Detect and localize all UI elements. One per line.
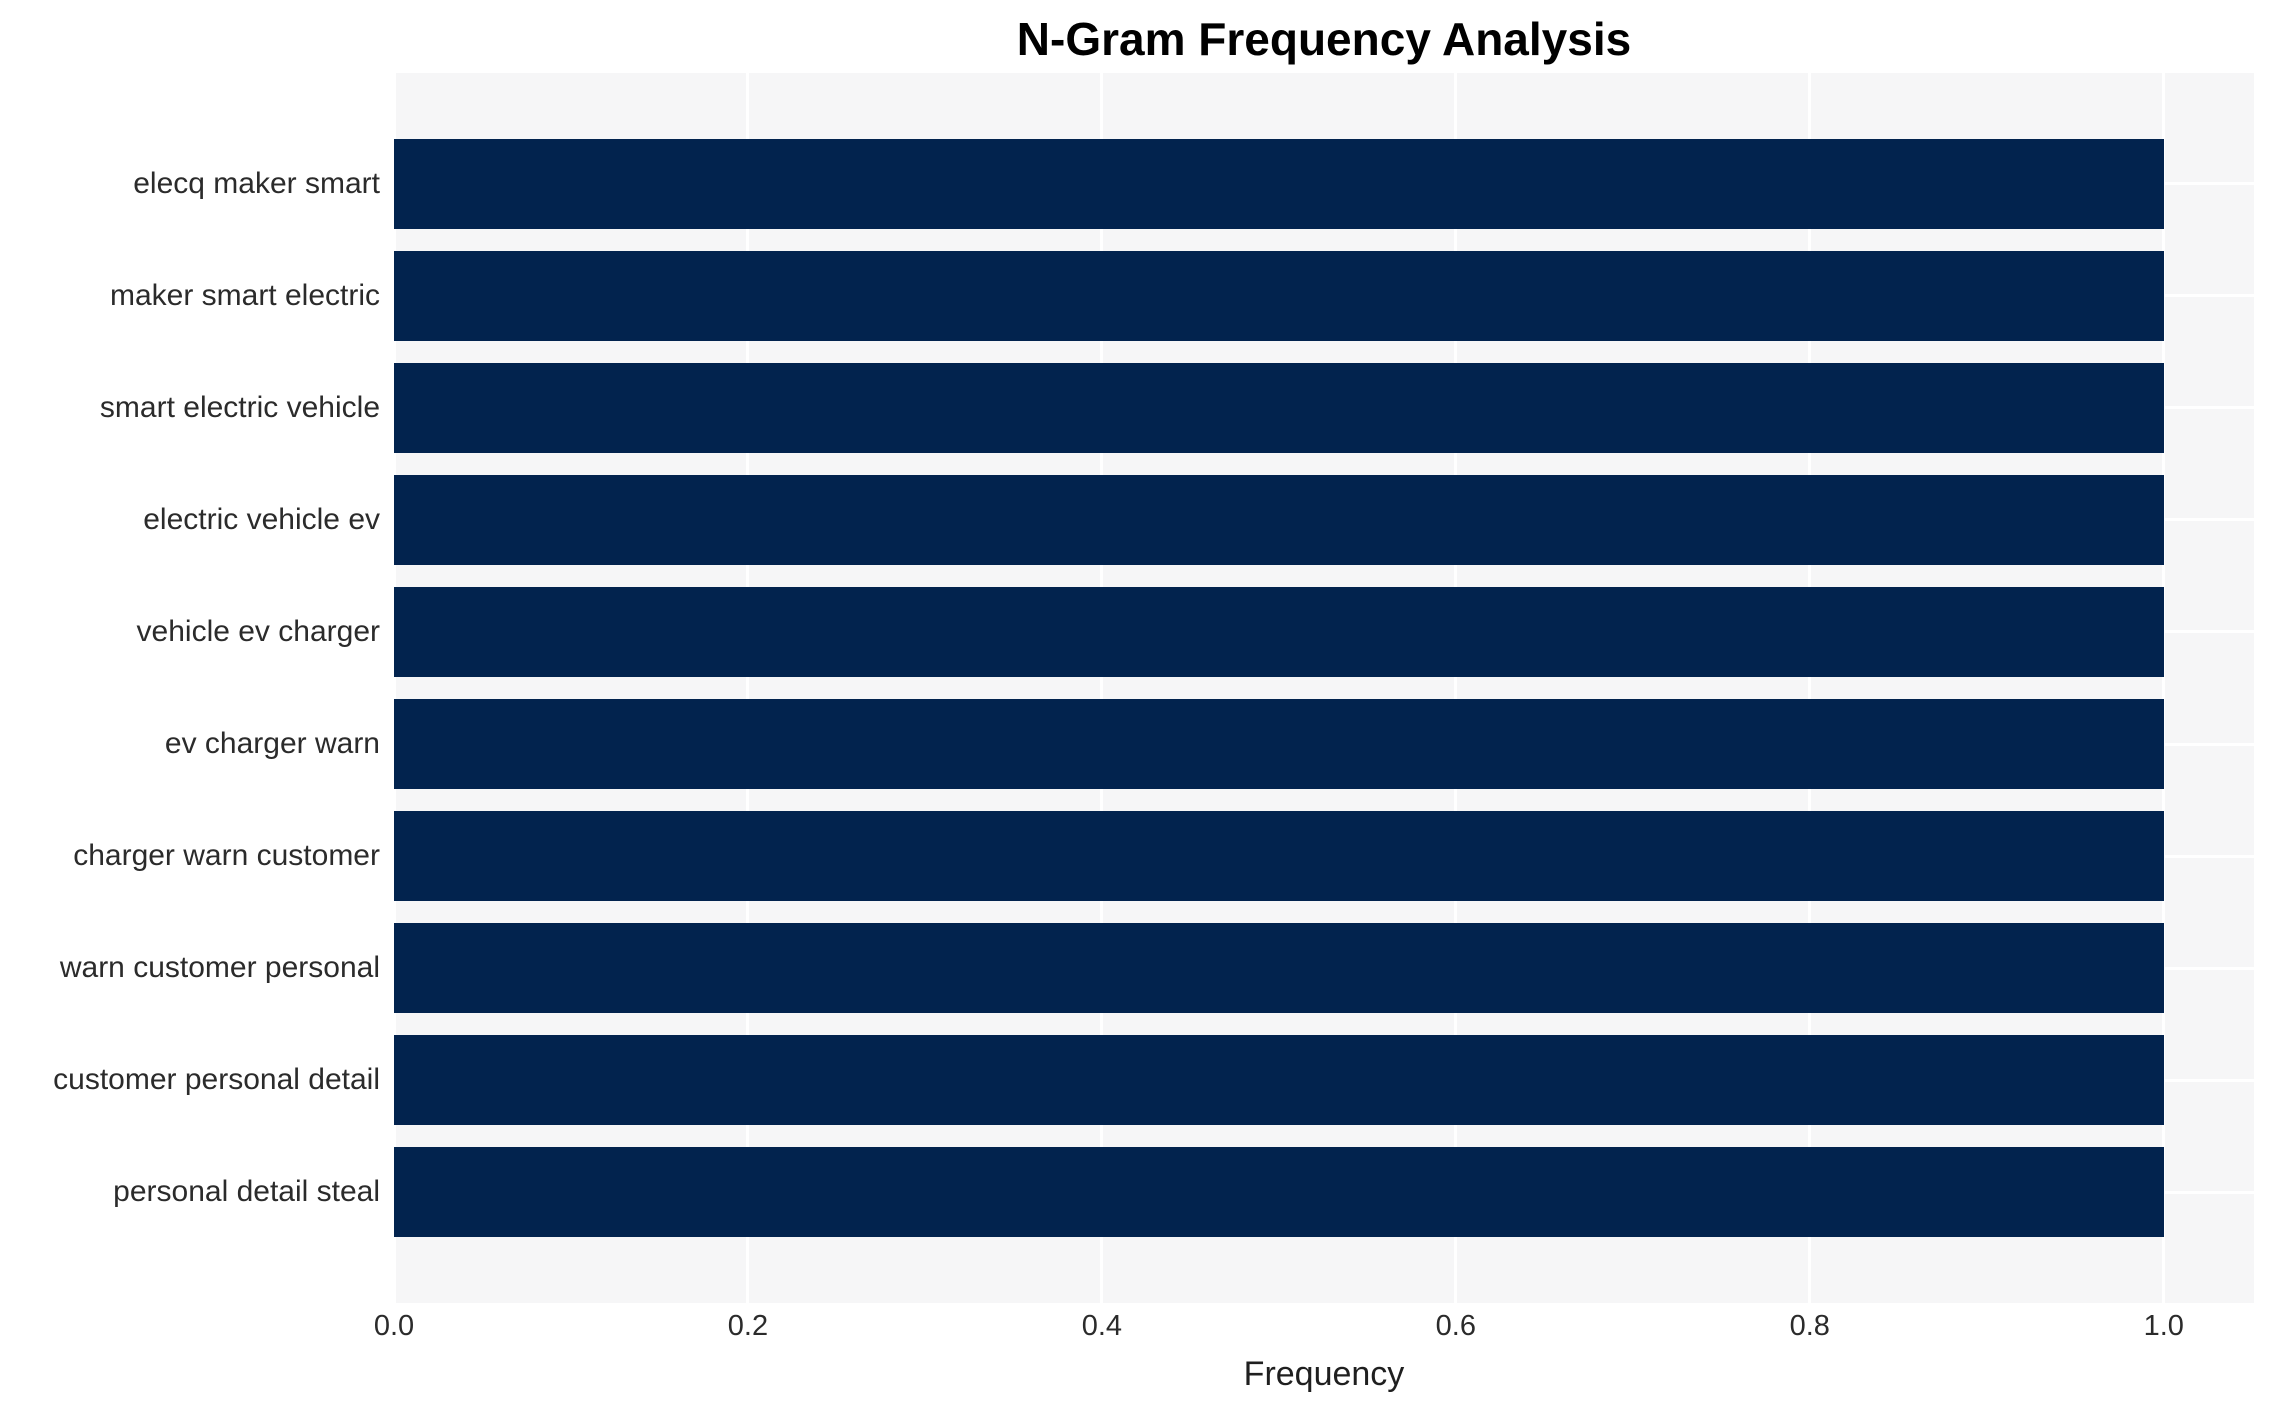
bar-personal-detail-steal bbox=[394, 1147, 2164, 1237]
bar-ev-charger-warn bbox=[394, 699, 2164, 789]
x-tick-label: 1.0 bbox=[2143, 1310, 2184, 1342]
x-tick-label: 0.6 bbox=[1435, 1310, 1476, 1342]
bar-smart-electric-vehicle bbox=[394, 363, 2164, 453]
x-gridline bbox=[392, 73, 396, 1303]
x-gridline bbox=[1808, 73, 1812, 1303]
y-tick-label: electric vehicle ev bbox=[143, 502, 380, 536]
x-gridline bbox=[746, 73, 750, 1303]
y-tick-label: maker smart electric bbox=[109, 278, 380, 312]
x-gridline bbox=[2162, 73, 2166, 1303]
y-tick-label: customer personal detail bbox=[53, 1063, 380, 1097]
bar-vehicle-ev-charger bbox=[394, 587, 2164, 677]
y-tick-label: elecq maker smart bbox=[133, 166, 380, 200]
y-tick-label: charger warn customer bbox=[73, 839, 380, 873]
x-tick-label: 0.0 bbox=[373, 1310, 415, 1342]
x-gridline bbox=[1454, 73, 1458, 1303]
plot-area bbox=[392, 73, 2254, 1303]
y-tick-label: ev charger warn bbox=[164, 727, 380, 760]
bar-customer-personal-detail bbox=[394, 1035, 2164, 1125]
bar-elecq-maker-smart bbox=[394, 139, 2164, 229]
bar-warn-customer-personal bbox=[394, 923, 2164, 1013]
chart-title: N-Gram Frequency Analysis bbox=[1016, 13, 1632, 65]
x-tick-label: 0.8 bbox=[1789, 1310, 1830, 1342]
y-tick-label: personal detail steal bbox=[113, 1175, 380, 1209]
y-tick-label: smart electric vehicle bbox=[99, 390, 380, 424]
x-tick-label: 0.2 bbox=[727, 1310, 769, 1342]
x-gridline bbox=[1100, 73, 1104, 1303]
x-tick-label: 0.4 bbox=[1081, 1310, 1123, 1342]
x-axis-label: Frequency bbox=[1243, 1355, 1405, 1393]
bar-maker-smart-electric bbox=[394, 251, 2164, 341]
bar-electric-vehicle-ev bbox=[394, 475, 2164, 565]
y-tick-label: vehicle ev charger bbox=[136, 614, 380, 648]
y-tick-label: warn customer personal bbox=[59, 951, 380, 985]
bar-charger-warn-customer bbox=[394, 811, 2164, 901]
